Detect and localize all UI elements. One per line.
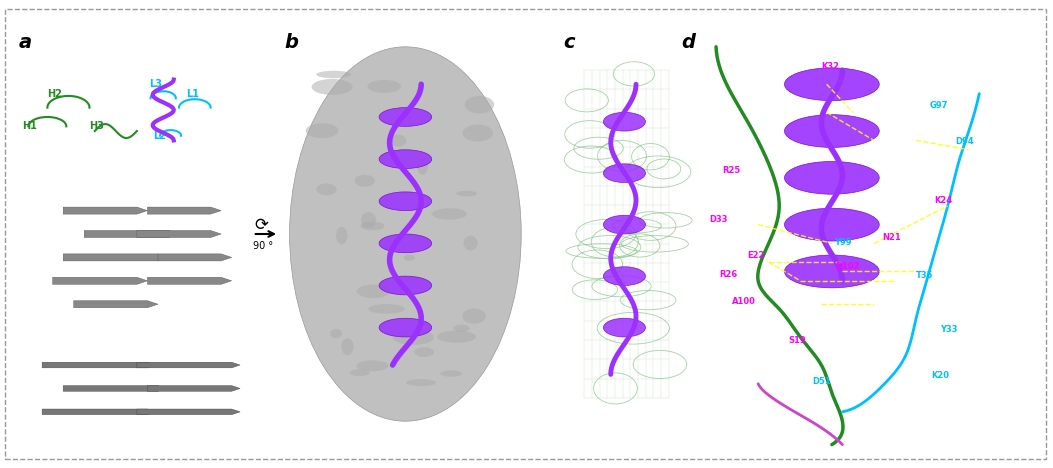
Text: 90 °: 90 ° [253,241,274,251]
FancyArrow shape [63,207,147,214]
Ellipse shape [316,71,352,78]
Ellipse shape [379,276,432,295]
Text: D33: D33 [709,214,728,224]
Text: D94: D94 [955,137,974,146]
Ellipse shape [360,221,384,230]
Ellipse shape [603,318,645,337]
Text: a: a [19,33,32,52]
Ellipse shape [440,370,462,377]
Text: L1: L1 [186,88,199,99]
Text: K32: K32 [820,62,839,71]
Ellipse shape [290,47,521,421]
FancyArrow shape [42,362,156,368]
Ellipse shape [784,161,879,194]
Ellipse shape [462,308,485,324]
Text: c: c [563,33,575,52]
FancyArrow shape [84,230,179,237]
Ellipse shape [437,330,476,343]
Ellipse shape [379,318,432,337]
Ellipse shape [393,329,434,345]
Text: R26: R26 [719,270,738,279]
Text: R25: R25 [722,166,741,176]
FancyArrow shape [42,409,156,415]
Text: A100: A100 [732,297,755,307]
Ellipse shape [403,255,415,261]
Ellipse shape [415,347,434,357]
Ellipse shape [336,227,347,244]
Ellipse shape [417,157,428,175]
Text: D102: D102 [835,262,860,271]
Text: K20: K20 [931,371,950,380]
FancyArrow shape [63,386,166,391]
Ellipse shape [603,215,645,234]
Text: H3: H3 [90,121,104,132]
Ellipse shape [603,112,645,131]
FancyArrow shape [147,277,232,284]
Ellipse shape [390,135,406,146]
Ellipse shape [357,285,391,298]
Ellipse shape [356,360,389,371]
Ellipse shape [603,164,645,183]
Ellipse shape [406,379,436,386]
Ellipse shape [355,175,375,187]
Ellipse shape [784,255,879,288]
Bar [19,33,266,449]
Text: d: d [681,33,695,52]
FancyArrow shape [137,230,221,237]
Ellipse shape [784,115,879,147]
Ellipse shape [367,80,401,93]
Text: L2: L2 [154,131,166,141]
Ellipse shape [361,212,376,228]
Ellipse shape [784,68,879,101]
Ellipse shape [603,267,645,285]
Ellipse shape [462,124,493,141]
Ellipse shape [379,150,432,168]
Text: H2: H2 [47,88,62,99]
FancyArrow shape [137,362,240,368]
Text: G97: G97 [930,101,949,110]
Text: S19: S19 [789,336,806,345]
Ellipse shape [316,183,337,195]
Text: ⟳: ⟳ [254,216,269,234]
Text: H1: H1 [22,121,37,132]
Ellipse shape [350,369,370,376]
Text: L3: L3 [150,79,162,89]
FancyArrow shape [53,277,147,284]
Text: D51: D51 [812,377,831,386]
FancyArrow shape [147,207,221,214]
Ellipse shape [464,96,494,113]
Ellipse shape [305,123,338,138]
Ellipse shape [312,79,353,95]
Text: Y33: Y33 [940,325,957,335]
Text: Y99: Y99 [834,238,851,247]
Text: E22: E22 [748,250,764,260]
Text: K24: K24 [934,196,953,205]
Ellipse shape [379,192,432,211]
Ellipse shape [456,191,477,197]
FancyArrow shape [74,300,158,308]
Ellipse shape [432,208,466,220]
Ellipse shape [784,208,879,241]
FancyArrow shape [137,409,240,415]
FancyArrow shape [147,386,240,391]
FancyArrow shape [158,254,232,261]
Ellipse shape [369,304,405,314]
Ellipse shape [453,325,470,332]
FancyArrow shape [63,254,168,261]
Text: b: b [284,33,298,52]
Text: T35: T35 [916,271,933,280]
Ellipse shape [330,329,342,338]
Ellipse shape [379,108,432,126]
Ellipse shape [463,236,478,250]
Ellipse shape [379,234,432,253]
Ellipse shape [341,338,354,355]
Text: N21: N21 [882,233,901,242]
